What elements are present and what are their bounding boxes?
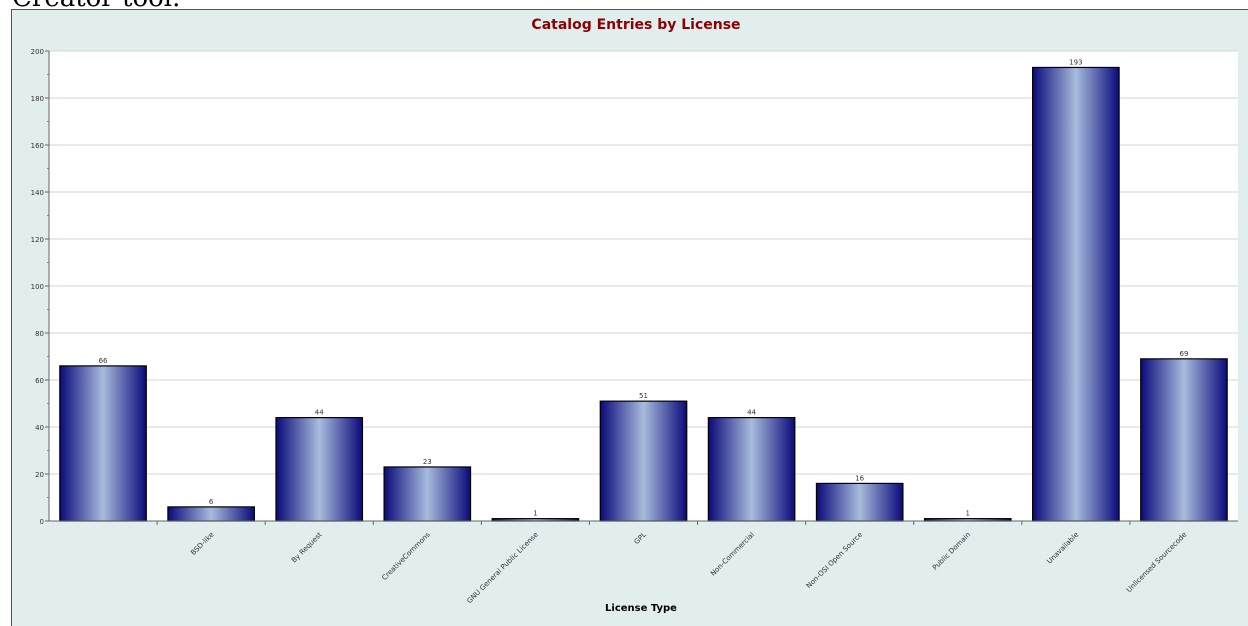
y-tick-label: 200 [31, 48, 44, 56]
y-tick-label: 60 [35, 377, 44, 385]
x-tick-label: Non-OSI Open Source [805, 531, 864, 590]
y-tick-label: 100 [31, 283, 44, 291]
x-tick-label: CreativeCommons [380, 531, 432, 583]
data-label: 23 [423, 458, 432, 466]
x-tick-label: GNU General Public License [465, 531, 539, 605]
bar [383, 466, 472, 522]
data-label: 66 [99, 357, 108, 365]
y-tick-label: 140 [31, 189, 44, 197]
x-axis-label: License Type [605, 603, 677, 614]
bar [1140, 358, 1228, 522]
data-label: 193 [1069, 58, 1082, 66]
y-tick-label: 120 [31, 236, 44, 244]
x-tick-label: By Request [290, 531, 324, 565]
x-tick-label: GPL [633, 531, 648, 546]
data-label: 69 [1179, 350, 1188, 358]
x-tick-label: Public Domain [931, 531, 972, 572]
bar [815, 482, 904, 522]
x-tick-label: Unlicensed Sourcecode [1125, 531, 1188, 594]
data-label: 1 [966, 510, 970, 518]
y-tick-label: 20 [35, 471, 44, 479]
y-tick-label: 160 [31, 142, 44, 150]
bar [1032, 66, 1120, 522]
data-label: 51 [639, 392, 648, 400]
y-tick-label: 180 [31, 95, 44, 103]
x-tick-label: Non-Commercial [709, 531, 756, 578]
bar [167, 506, 255, 522]
x-tick-label: BSD-like [189, 531, 215, 557]
chart-title: Catalog Entries by License [531, 17, 740, 33]
data-label: 16 [855, 474, 864, 482]
data-label: 1 [533, 510, 537, 518]
y-tick-label: 80 [35, 330, 44, 338]
bar [599, 400, 688, 522]
bar [59, 365, 147, 522]
data-label: 6 [209, 498, 214, 506]
data-label: 44 [315, 409, 324, 417]
x-tick-label: Unavailable [1046, 531, 1081, 566]
bar [275, 417, 364, 522]
data-label: 44 [747, 409, 756, 417]
y-tick-label: 40 [35, 424, 44, 432]
bar [707, 417, 796, 522]
y-tick-label: 0 [40, 518, 44, 526]
